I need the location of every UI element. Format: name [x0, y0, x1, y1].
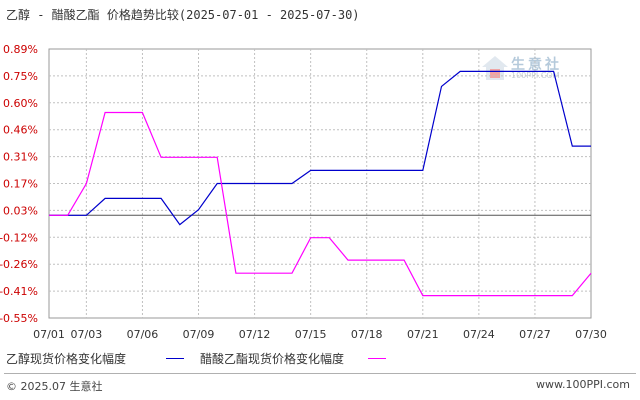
- x-tick-label: 07/09: [183, 328, 215, 341]
- series-line-ethanol: [49, 70, 591, 226]
- legend-ethyl-acetate: 醋酸乙酯现货价格变化幅度: [200, 350, 386, 367]
- x-tick-label: 07/30: [575, 328, 607, 341]
- y-tick-label: 0.46%: [3, 124, 38, 137]
- y-tick-label: 0.17%: [3, 178, 38, 191]
- legend-ethanol-swatch: [166, 358, 184, 359]
- x-tick-label: 07/06: [127, 328, 159, 341]
- x-tick-label: 07/03: [71, 328, 103, 341]
- house-logo-icon: [482, 56, 508, 80]
- y-tick-label: -0.12%: [0, 231, 38, 244]
- chart-title: 乙醇 - 醋酸乙酯 价格趋势比较(2025-07-01 - 2025-07-30…: [6, 8, 360, 22]
- watermark-subtext: 100PPI.COM: [511, 71, 560, 80]
- y-tick-label: 0.31%: [3, 151, 38, 164]
- y-tick-label: 0.75%: [3, 70, 38, 83]
- y-tick-label: 0.03%: [3, 204, 38, 217]
- y-tick-label: -0.26%: [0, 258, 38, 271]
- legend-ethyl-acetate-label: 醋酸乙酯现货价格变化幅度: [200, 352, 345, 366]
- y-tick-label: 0.89%: [3, 43, 38, 56]
- x-tick-label: 07/27: [519, 328, 551, 341]
- y-tick-label: 0.60%: [3, 97, 38, 110]
- legend-ethyl-acetate-swatch: [368, 358, 386, 359]
- x-tick-label: 07/21: [407, 328, 439, 341]
- x-tick-label: 07/01: [33, 328, 65, 341]
- footer-website: www.100PPI.com: [536, 378, 630, 391]
- legend-ethanol: 乙醇现货价格变化幅度: [6, 350, 184, 367]
- x-tick-label: 07/18: [351, 328, 383, 341]
- line-chart: 0.89% 0.75% 0.60% 0.46% 0.31% 0.17% 0.03% -0.12…: [0, 43, 607, 341]
- x-tick-label: 07/12: [239, 328, 271, 341]
- x-tick-label: 07/24: [463, 328, 495, 341]
- y-tick-label: -0.41%: [0, 285, 38, 298]
- series-line-ethyl-acetate: [49, 111, 592, 297]
- y-tick-label: -0.55%: [0, 312, 38, 325]
- footer-divider: [4, 373, 636, 374]
- legend-ethanol-label: 乙醇现货价格变化幅度: [6, 352, 127, 366]
- x-tick-label: 07/15: [295, 328, 327, 341]
- footer-copyright: © 2025.07 生意社: [6, 380, 103, 393]
